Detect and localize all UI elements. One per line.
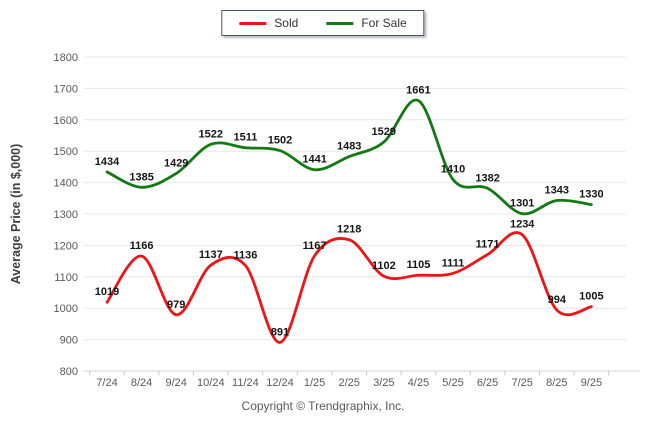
sold-data-label: 1136 [233, 249, 257, 261]
x-axis-tick-label: 4/25 [408, 377, 429, 389]
x-axis-tick-label: 5/25 [442, 377, 463, 389]
sold-data-label: 891 [271, 326, 289, 338]
for-sale-data-label: 1502 [268, 135, 292, 147]
x-axis-tick-label: 6/25 [477, 377, 498, 389]
legend-label-sold: Sold [274, 16, 299, 30]
sold-line [105, 231, 593, 344]
sold-data-label: 1019 [95, 286, 119, 298]
for-sale-data-label: 1522 [199, 128, 223, 140]
sold-data-label: 1167 [303, 240, 327, 252]
x-axis-tick-label: 2/25 [338, 377, 359, 389]
for-sale-data-label: 1529 [372, 126, 396, 138]
sold-data-label: 979 [167, 299, 185, 311]
sold-data-label: 1218 [337, 224, 361, 236]
sold-data-label: 1137 [199, 249, 223, 261]
x-axis-tick-label: 10/24 [197, 377, 225, 389]
for-sale-line-swatch [326, 21, 354, 25]
y-axis-tick-label: 1700 [54, 83, 78, 95]
chart-legend: Sold For Sale [221, 10, 425, 36]
sold-data-label: 1111 [442, 257, 465, 269]
sold-line-swatch [239, 21, 267, 25]
sold-data-label: 1234 [510, 219, 535, 231]
x-axis-tick-label: 9/24 [165, 377, 186, 389]
for-sale-data-label: 1441 [302, 154, 326, 166]
for-sale-data-label: 1330 [579, 189, 603, 201]
sold-data-label: 1105 [406, 259, 430, 271]
sold-data-label: 1171 [476, 239, 500, 251]
copyright-text: Copyright © Trendgraphix, Inc. [241, 399, 405, 413]
x-axis-tick-label: 12/24 [266, 377, 294, 389]
for-sale-line [105, 98, 593, 216]
for-sale-data-label: 1382 [475, 172, 499, 184]
sold-data-label: 1005 [579, 291, 603, 303]
for-sale-data-label: 1343 [545, 184, 569, 196]
y-axis-tick-label: 1800 [54, 52, 78, 64]
for-sale-data-label: 1429 [164, 157, 188, 169]
y-axis-tick-label: 1500 [54, 146, 78, 158]
x-axis-tick-label: 11/24 [232, 377, 259, 389]
x-axis-tick-label: 8/25 [546, 377, 567, 389]
line-chart: 800 900 1000 1100 1200 1300 1400 1500 1600 1700 18… [9, 52, 640, 389]
y-axis-tick-label: 900 [60, 335, 78, 347]
sold-data-label: 994 [548, 294, 567, 306]
for-sale-data-label: 1301 [510, 198, 534, 210]
x-axis-tick-label: 3/25 [373, 377, 394, 389]
y-axis-tick-label: 1400 [54, 178, 78, 190]
legend-item-sold: Sold [239, 16, 298, 30]
for-sale-data-label: 1483 [337, 141, 361, 153]
y-axis-title: Average Price (in $,000) [9, 144, 23, 285]
for-sale-data-label: 1434 [95, 156, 120, 168]
x-axis-tick-label: 8/24 [131, 377, 152, 389]
x-axis-tick-label: 9/25 [581, 377, 602, 389]
legend-item-for-sale: For Sale [326, 16, 407, 30]
for-sale-data-label: 1385 [129, 171, 153, 183]
sold-data-label: 1166 [130, 240, 154, 252]
y-axis-tick-label: 1600 [54, 115, 78, 127]
x-axis-tick-label: 7/25 [511, 377, 532, 389]
y-axis-tick-label: 800 [60, 366, 78, 378]
for-sale-data-label: 1511 [233, 132, 257, 144]
x-axis-tick-label: 1/25 [304, 377, 325, 389]
legend-label-for-sale: For Sale [361, 16, 407, 30]
for-sale-data-label: 1661 [406, 85, 430, 97]
for-sale-data-label: 1410 [441, 163, 465, 175]
y-axis-tick-label: 1200 [54, 240, 78, 252]
y-axis-tick-label: 1300 [54, 209, 78, 221]
sold-data-label: 1102 [372, 260, 396, 272]
y-axis-tick-label: 1000 [54, 303, 78, 315]
x-axis-tick-label: 7/24 [96, 377, 117, 389]
y-axis-tick-label: 1100 [54, 272, 78, 284]
